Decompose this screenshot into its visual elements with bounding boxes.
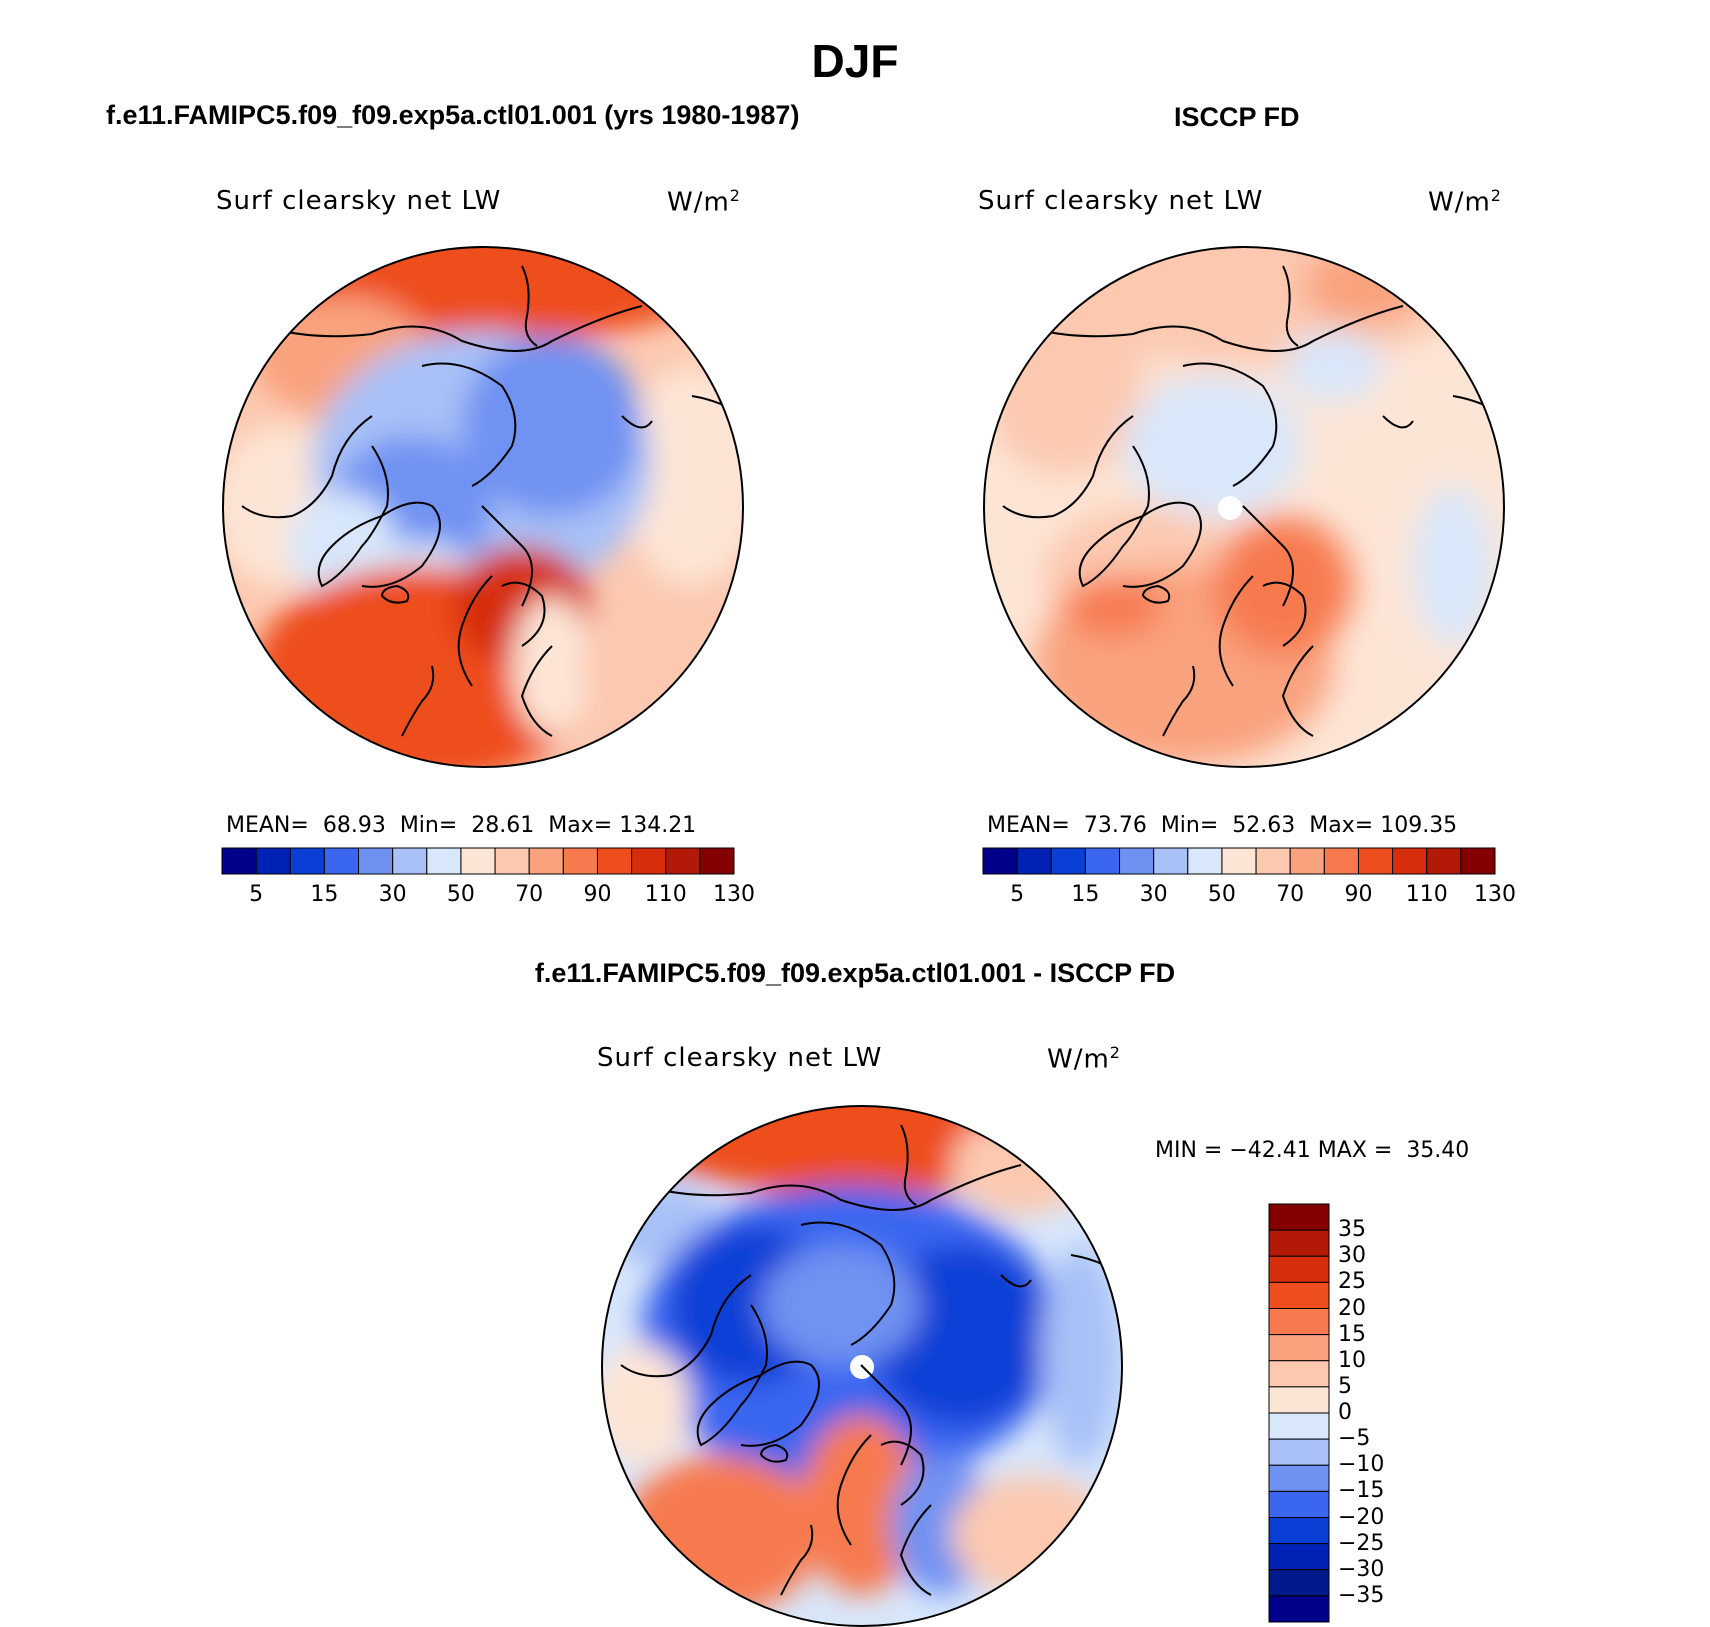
diff-panel-title: f.e11.FAMIPC5.f09_f09.exp5a.ctl01.001 - …	[534, 958, 1176, 988]
model-colorbar-label: 30	[378, 882, 407, 907]
model-colorbar-box	[494, 847, 530, 875]
obs-colorbar-box	[1323, 847, 1359, 875]
model-colorbar-box	[323, 847, 360, 875]
diff-colorbar-box	[1268, 1595, 1330, 1623]
model-variable-label: Surf clearsky net LW	[216, 186, 502, 216]
diff-colorbar-label: −15	[1338, 1478, 1385, 1504]
obs-colorbar-box	[1119, 847, 1155, 875]
diff-colorbar-box	[1268, 1360, 1330, 1388]
diff-stats: MIN = −42.41 MAX = 35.40	[1155, 1138, 1470, 1163]
obs-stats: MEAN= 73.76 Min= 52.63 Max= 109.35	[987, 813, 1458, 838]
diff-colorbar-label: 15	[1338, 1321, 1366, 1347]
obs-colorbar-box	[1221, 847, 1257, 875]
diff-colorbar-box	[1268, 1386, 1330, 1414]
obs-units-label: W/m2	[1428, 186, 1502, 218]
diff-colorbar-box	[1268, 1490, 1330, 1518]
diff-colorbar-label: −35	[1338, 1582, 1385, 1608]
obs-colorbar-label: 110	[1405, 882, 1448, 907]
obs-colorbar-box	[1392, 847, 1428, 875]
model-panel-title: f.e11.FAMIPC5.f09_f09.exp5a.ctl01.001 (y…	[106, 100, 800, 130]
diff-colorbar-box	[1268, 1229, 1330, 1257]
model-colorbar-label: 70	[515, 882, 544, 907]
model-stats: MEAN= 68.93 Min= 28.61 Max= 134.21	[226, 813, 697, 838]
figure-title: DJF	[811, 35, 899, 87]
model-colorbar-label: 50	[446, 882, 475, 907]
diff-colorbar-box	[1268, 1281, 1330, 1309]
obs-colorbar-box	[982, 847, 1018, 875]
diff-colorbar-labels: 35 30 25 20 15 10 5 0 −5 −10 −15 −20 −25 −30 −35	[1338, 1204, 1438, 1622]
model-colorbar-label: 15	[310, 882, 339, 907]
model-colorbar-label: 130	[713, 882, 755, 907]
model-colorbar-box	[699, 847, 735, 875]
obs-colorbar	[982, 847, 1496, 875]
model-colorbar-box	[358, 847, 394, 875]
diff-colorbar-box	[1268, 1438, 1330, 1466]
obs-polar-map	[983, 246, 1505, 768]
diff-colorbar-box	[1268, 1569, 1330, 1597]
obs-colorbar-box	[1357, 847, 1394, 875]
obs-colorbar-box	[1426, 847, 1462, 875]
diff-colorbar-box	[1268, 1308, 1330, 1336]
obs-colorbar-box	[1255, 847, 1291, 875]
obs-colorbar-box	[1016, 847, 1052, 875]
diff-colorbar-box	[1268, 1517, 1330, 1545]
obs-colorbar-box	[1153, 847, 1189, 875]
diff-colorbar-label: 30	[1338, 1243, 1366, 1269]
diff-colorbar-box	[1268, 1412, 1330, 1440]
model-colorbar-box	[528, 847, 564, 875]
obs-colorbar-label: 15	[1071, 882, 1100, 907]
model-colorbar-labels: 5 15 30 50 70 90 110 130	[222, 882, 755, 912]
diff-colorbar-label: −10	[1338, 1452, 1385, 1478]
diff-colorbar-label: 20	[1338, 1295, 1366, 1321]
diff-colorbar-label: 35	[1338, 1217, 1366, 1243]
obs-panel-title: ISCCP FD	[1174, 102, 1300, 132]
obs-colorbar-label: 90	[1344, 882, 1373, 907]
diff-colorbar-box	[1268, 1464, 1330, 1492]
model-colorbar-box	[460, 847, 496, 875]
model-colorbar-box	[596, 847, 633, 875]
model-colorbar-box	[562, 847, 598, 875]
obs-variable-label: Surf clearsky net LW	[978, 186, 1264, 216]
model-colorbar-box	[255, 847, 291, 875]
diff-units-label: W/m2	[1047, 1043, 1121, 1075]
model-colorbar-label: 90	[583, 882, 612, 907]
model-colorbar-box	[392, 847, 428, 875]
diff-colorbar-box	[1268, 1203, 1330, 1231]
model-colorbar-box	[631, 847, 667, 875]
diff-colorbar-label: −30	[1338, 1556, 1385, 1582]
model-colorbar-box	[289, 847, 325, 875]
obs-colorbar-label: 5	[1010, 882, 1025, 907]
diff-colorbar-label: −5	[1338, 1426, 1371, 1452]
model-colorbar-box	[426, 847, 462, 875]
model-colorbar-box	[665, 847, 701, 875]
obs-colorbar-box	[1460, 847, 1496, 875]
model-colorbar-label: 110	[644, 882, 687, 907]
model-colorbar-box	[221, 847, 257, 875]
model-polar-map	[222, 246, 744, 768]
diff-colorbar-label: 0	[1338, 1400, 1352, 1425]
diff-colorbar-label: 5	[1338, 1373, 1352, 1399]
obs-colorbar-box	[1084, 847, 1121, 875]
diff-colorbar-box	[1268, 1543, 1330, 1571]
obs-colorbar-label: 130	[1474, 882, 1516, 907]
model-colorbar	[221, 847, 735, 875]
obs-colorbar-box	[1289, 847, 1325, 875]
diff-colorbar-box	[1268, 1255, 1330, 1283]
diff-colorbar-label: 25	[1338, 1269, 1366, 1295]
diff-variable-label: Surf clearsky net LW	[597, 1043, 883, 1073]
obs-colorbar-label: 30	[1139, 882, 1168, 907]
diff-colorbar-label: −25	[1338, 1530, 1385, 1556]
diff-colorbar-label: −20	[1338, 1504, 1385, 1530]
model-colorbar-label: 5	[249, 882, 264, 907]
obs-colorbar-label: 50	[1207, 882, 1236, 907]
diff-colorbar-box	[1268, 1334, 1330, 1362]
obs-colorbar-labels: 5 15 30 50 70 90 110 130	[983, 882, 1516, 912]
obs-colorbar-box	[1050, 847, 1086, 875]
diff-colorbar-label: 10	[1338, 1347, 1366, 1373]
obs-colorbar-box	[1187, 847, 1223, 875]
obs-colorbar-label: 70	[1276, 882, 1305, 907]
model-units-label: W/m2	[667, 186, 741, 218]
diff-colorbar	[1268, 1203, 1330, 1623]
diff-polar-map	[601, 1105, 1123, 1627]
